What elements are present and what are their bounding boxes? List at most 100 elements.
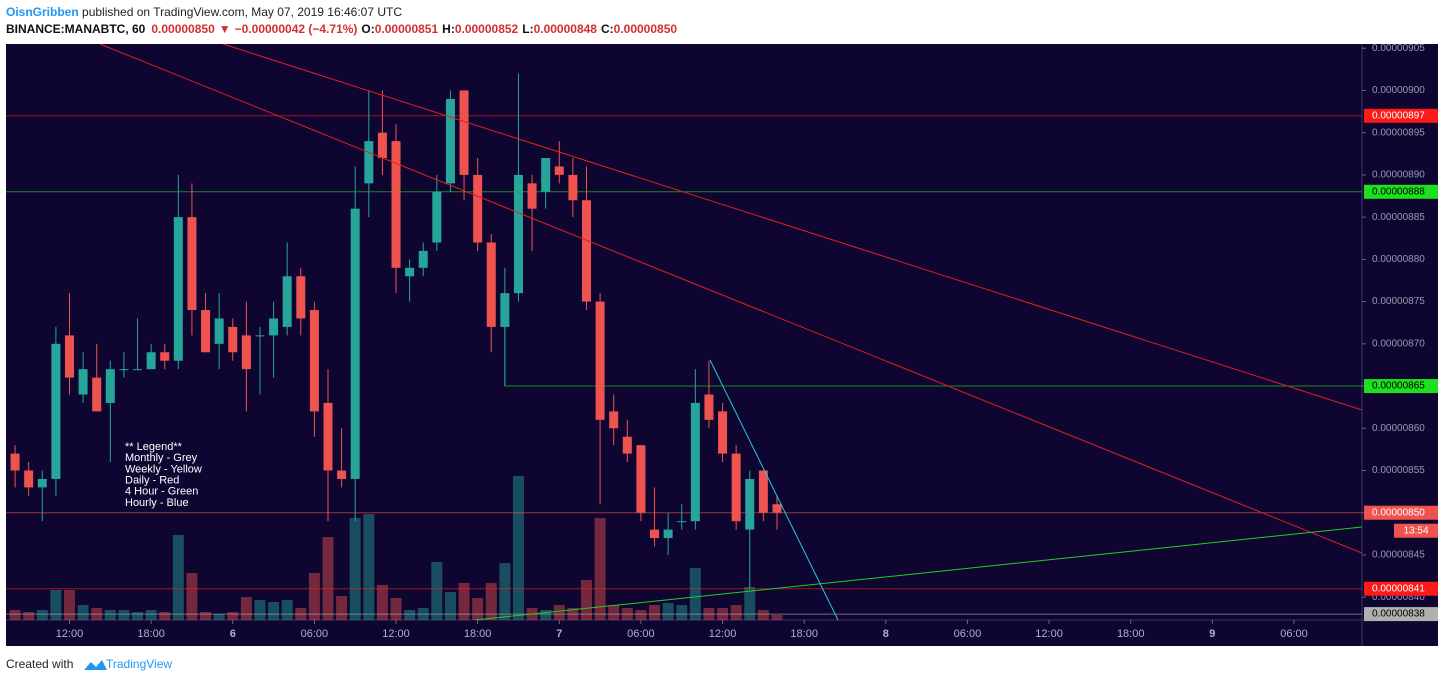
candle-body [541, 158, 551, 192]
candle-body [78, 369, 88, 395]
candle-body [269, 318, 279, 336]
countdown-box [1394, 523, 1438, 538]
volume-bar [118, 610, 130, 620]
y-tick-label: 0.00000880 [1372, 254, 1425, 265]
level-box [1364, 581, 1438, 596]
y-tick-label: 0.00000900 [1372, 85, 1425, 96]
candle-body [241, 335, 251, 370]
legend-line: Daily - Red [125, 475, 179, 487]
x-tick-label: 12:00 [709, 628, 737, 640]
y-tick-label: 0.00000875 [1372, 296, 1425, 307]
y-tick-label: 0.00000855 [1372, 465, 1425, 476]
level-box [1364, 108, 1438, 123]
legend-line: Hourly - Blue [125, 497, 189, 509]
arrow: ▼ [219, 22, 231, 36]
volume-bar [594, 518, 606, 620]
volume-bar [363, 514, 375, 620]
y-tick-label: 0.00000860 [1372, 423, 1425, 434]
footer-created: Created with [6, 657, 73, 671]
level-label: 0.00000865 [1372, 381, 1425, 392]
candle-body [119, 369, 129, 371]
x-tick-label: 9 [1209, 628, 1215, 640]
volume-bar [431, 562, 443, 620]
volume-bar [635, 610, 647, 620]
y-tick-label: 0.00000890 [1372, 170, 1425, 181]
volume-bar [649, 605, 661, 620]
volume-bar [9, 610, 21, 620]
o-label: O: [361, 22, 374, 36]
volume-bar [132, 612, 144, 620]
plot: 0.00000905 0.00000900 0.00000895 0.00000890… [6, 43, 1438, 640]
h-label: H: [442, 22, 455, 36]
candle-body [146, 352, 156, 370]
volume-bar [268, 602, 280, 620]
candle-body [622, 436, 632, 454]
candle-body [704, 394, 714, 420]
x-tick-label: 18:00 [1117, 628, 1145, 640]
chart-background [6, 44, 1438, 646]
volume-bar [159, 612, 171, 620]
volume-bar [227, 612, 239, 620]
candle-body [201, 310, 211, 353]
volume-bar [512, 476, 524, 620]
candle-body [350, 208, 360, 479]
volume-bar [186, 573, 198, 620]
candle-body [173, 217, 183, 361]
volume-bar [662, 603, 674, 620]
candle-body [296, 276, 306, 319]
candle-body [309, 310, 319, 412]
candle-body [745, 478, 755, 530]
volume-bar [444, 592, 456, 620]
candle-body [636, 445, 646, 513]
l: 0.00000848 [534, 22, 598, 36]
volume-bar [676, 605, 688, 620]
candle-body [337, 470, 347, 479]
y-tick-label: 0.00000905 [1372, 43, 1425, 54]
volume-bar [580, 580, 592, 620]
legend-line: Weekly - Yellow [125, 463, 202, 475]
level-box [1364, 505, 1438, 520]
level-label: 0.00000897 [1372, 110, 1425, 121]
y-tick-label: 0.00000845 [1372, 550, 1425, 561]
volume-bar [240, 597, 252, 620]
candle-body [731, 453, 741, 522]
countdown: 13:54 [1403, 525, 1428, 536]
volume-bar [472, 598, 484, 620]
author[interactable]: OisnGribben [6, 5, 79, 19]
published: published on TradingView.com, May 07, 20… [79, 5, 403, 19]
candle-body [527, 183, 537, 209]
candle-body [24, 470, 34, 488]
drawings [99, 44, 1362, 620]
candle-body [677, 521, 687, 523]
c-label: C: [601, 22, 614, 36]
trend-line [474, 526, 1362, 620]
volume-bar [349, 518, 361, 620]
candle-body [323, 402, 333, 471]
y-tick-label: 0.00000885 [1372, 212, 1425, 223]
candle-body [377, 132, 387, 159]
volume-bar [63, 590, 75, 620]
tv-logo [84, 660, 107, 670]
footer-brand[interactable]: TradingView [106, 657, 172, 671]
volume-bar [757, 610, 769, 620]
candle-body [282, 276, 292, 327]
l-label: L: [522, 22, 533, 36]
volume-bar [390, 598, 402, 620]
candle-body [650, 529, 660, 539]
volume-bar [771, 615, 783, 620]
trend-line [709, 359, 839, 620]
volume-bar [213, 614, 225, 620]
trend-line [222, 44, 1362, 411]
candle-body [64, 335, 74, 378]
symbol-line: BINANCE:MANABTC, 60 0.00000850 ▼ −0.0000004… [6, 22, 677, 36]
volume-bar [77, 605, 89, 620]
volume-bar [50, 590, 62, 620]
c: 0.00000850 [614, 22, 678, 36]
candle-body [160, 352, 170, 361]
candle-body [486, 242, 496, 327]
candle-body [10, 453, 20, 471]
candle-body [445, 98, 455, 184]
publish-line: OisnGribben published on TradingView.com… [6, 5, 402, 19]
